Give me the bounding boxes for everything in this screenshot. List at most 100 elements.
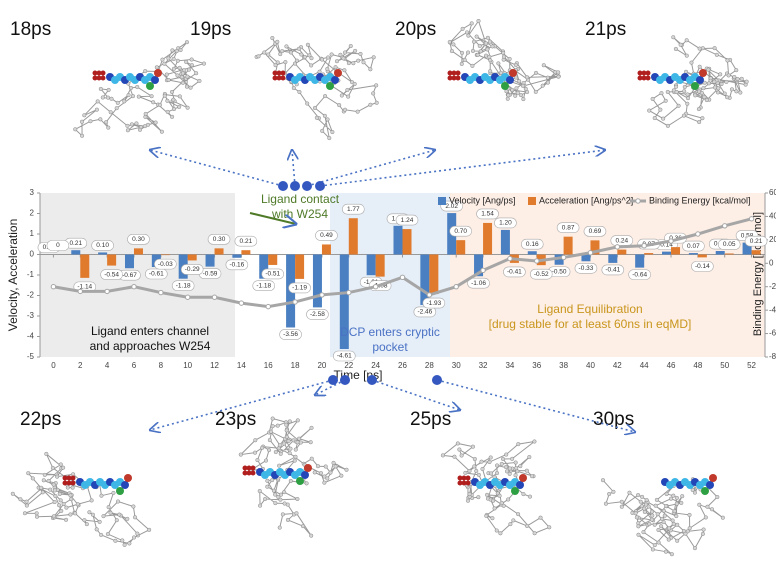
atom [507,466,512,471]
atom [697,64,702,69]
data-label: -4.61 [337,353,352,360]
atom [663,98,668,103]
atom [197,78,202,83]
atom [472,456,477,462]
atom [680,494,685,499]
atom [325,476,330,481]
atom [87,510,92,515]
atom [59,508,64,513]
atom [527,455,532,460]
atom [273,449,278,455]
connector [371,379,460,410]
atom [294,58,299,63]
atom [476,495,481,500]
line-point [50,284,57,290]
data-label: -0.29 [185,266,200,273]
ligand-atom [296,477,304,485]
atom [697,119,702,125]
frame-label: 23ps [215,409,256,430]
atom [73,511,78,516]
atom [113,538,118,543]
atom [319,57,325,62]
ligand-atom [331,76,339,84]
atom [263,496,268,502]
atom [257,488,262,494]
atom [527,494,533,499]
x-tick-label: 10 [183,361,192,370]
atom [671,35,676,40]
atom [525,523,530,529]
data-label: 0.07 [687,243,700,250]
atom [538,515,543,520]
atom [533,70,539,75]
atom [663,549,668,554]
ligand-atom [66,475,72,481]
data-label-box [682,240,705,252]
atom [674,514,679,519]
data-label: -0.41 [507,269,522,276]
atom [513,62,518,68]
atom [674,89,679,95]
atom [90,512,95,517]
ligand-atom [645,75,651,81]
ligand-atom [242,470,248,476]
atom [532,439,537,444]
data-label: -1.18 [176,282,191,289]
atom [297,436,302,441]
atom [323,464,328,469]
atom [520,83,526,88]
atom [171,56,176,61]
atom [465,50,471,55]
atom [459,61,464,66]
ligand-atom [66,480,72,486]
atom [682,89,687,94]
atom [80,133,85,138]
atom [320,128,325,133]
ligand-atom [641,75,647,81]
connector [436,379,635,432]
protein-structure [447,18,561,102]
y-tick-label: -5 [27,352,35,361]
atom [556,70,561,75]
atom [674,501,679,506]
data-label-box [529,268,553,280]
data-label-box [440,200,464,212]
bar [420,254,430,305]
atom [487,459,492,465]
atom [374,83,379,88]
connectors [150,150,635,432]
atom [642,509,647,514]
atom [670,518,675,523]
atom [472,464,477,469]
atom [302,54,307,60]
x-tick-label: 44 [640,361,649,370]
data-label: 0.10 [96,242,109,249]
connector [315,379,346,395]
ligand-atom [124,474,132,482]
atom [713,85,718,90]
connector-dot [328,375,338,385]
atom [159,129,164,134]
data-label: 0.21 [69,240,82,247]
atom [292,458,297,463]
frame-label: 30ps [593,409,634,430]
atom [288,478,293,484]
atom [351,61,356,66]
atom [515,90,520,95]
atom [287,419,292,424]
y2-tick-label: 60 [769,188,776,197]
atom [294,511,299,516]
atom [510,456,515,461]
atom [293,454,298,459]
line-point [614,244,621,250]
data-label: -1.19 [292,285,307,292]
atom [341,56,346,61]
atom [273,63,278,68]
atom [524,468,529,473]
data-label: -0.14 [695,263,710,270]
atom [40,490,45,495]
atom [636,524,641,529]
data-label: 0.69 [589,228,602,235]
data-label-box [225,259,249,271]
ligand-atom [709,474,717,482]
